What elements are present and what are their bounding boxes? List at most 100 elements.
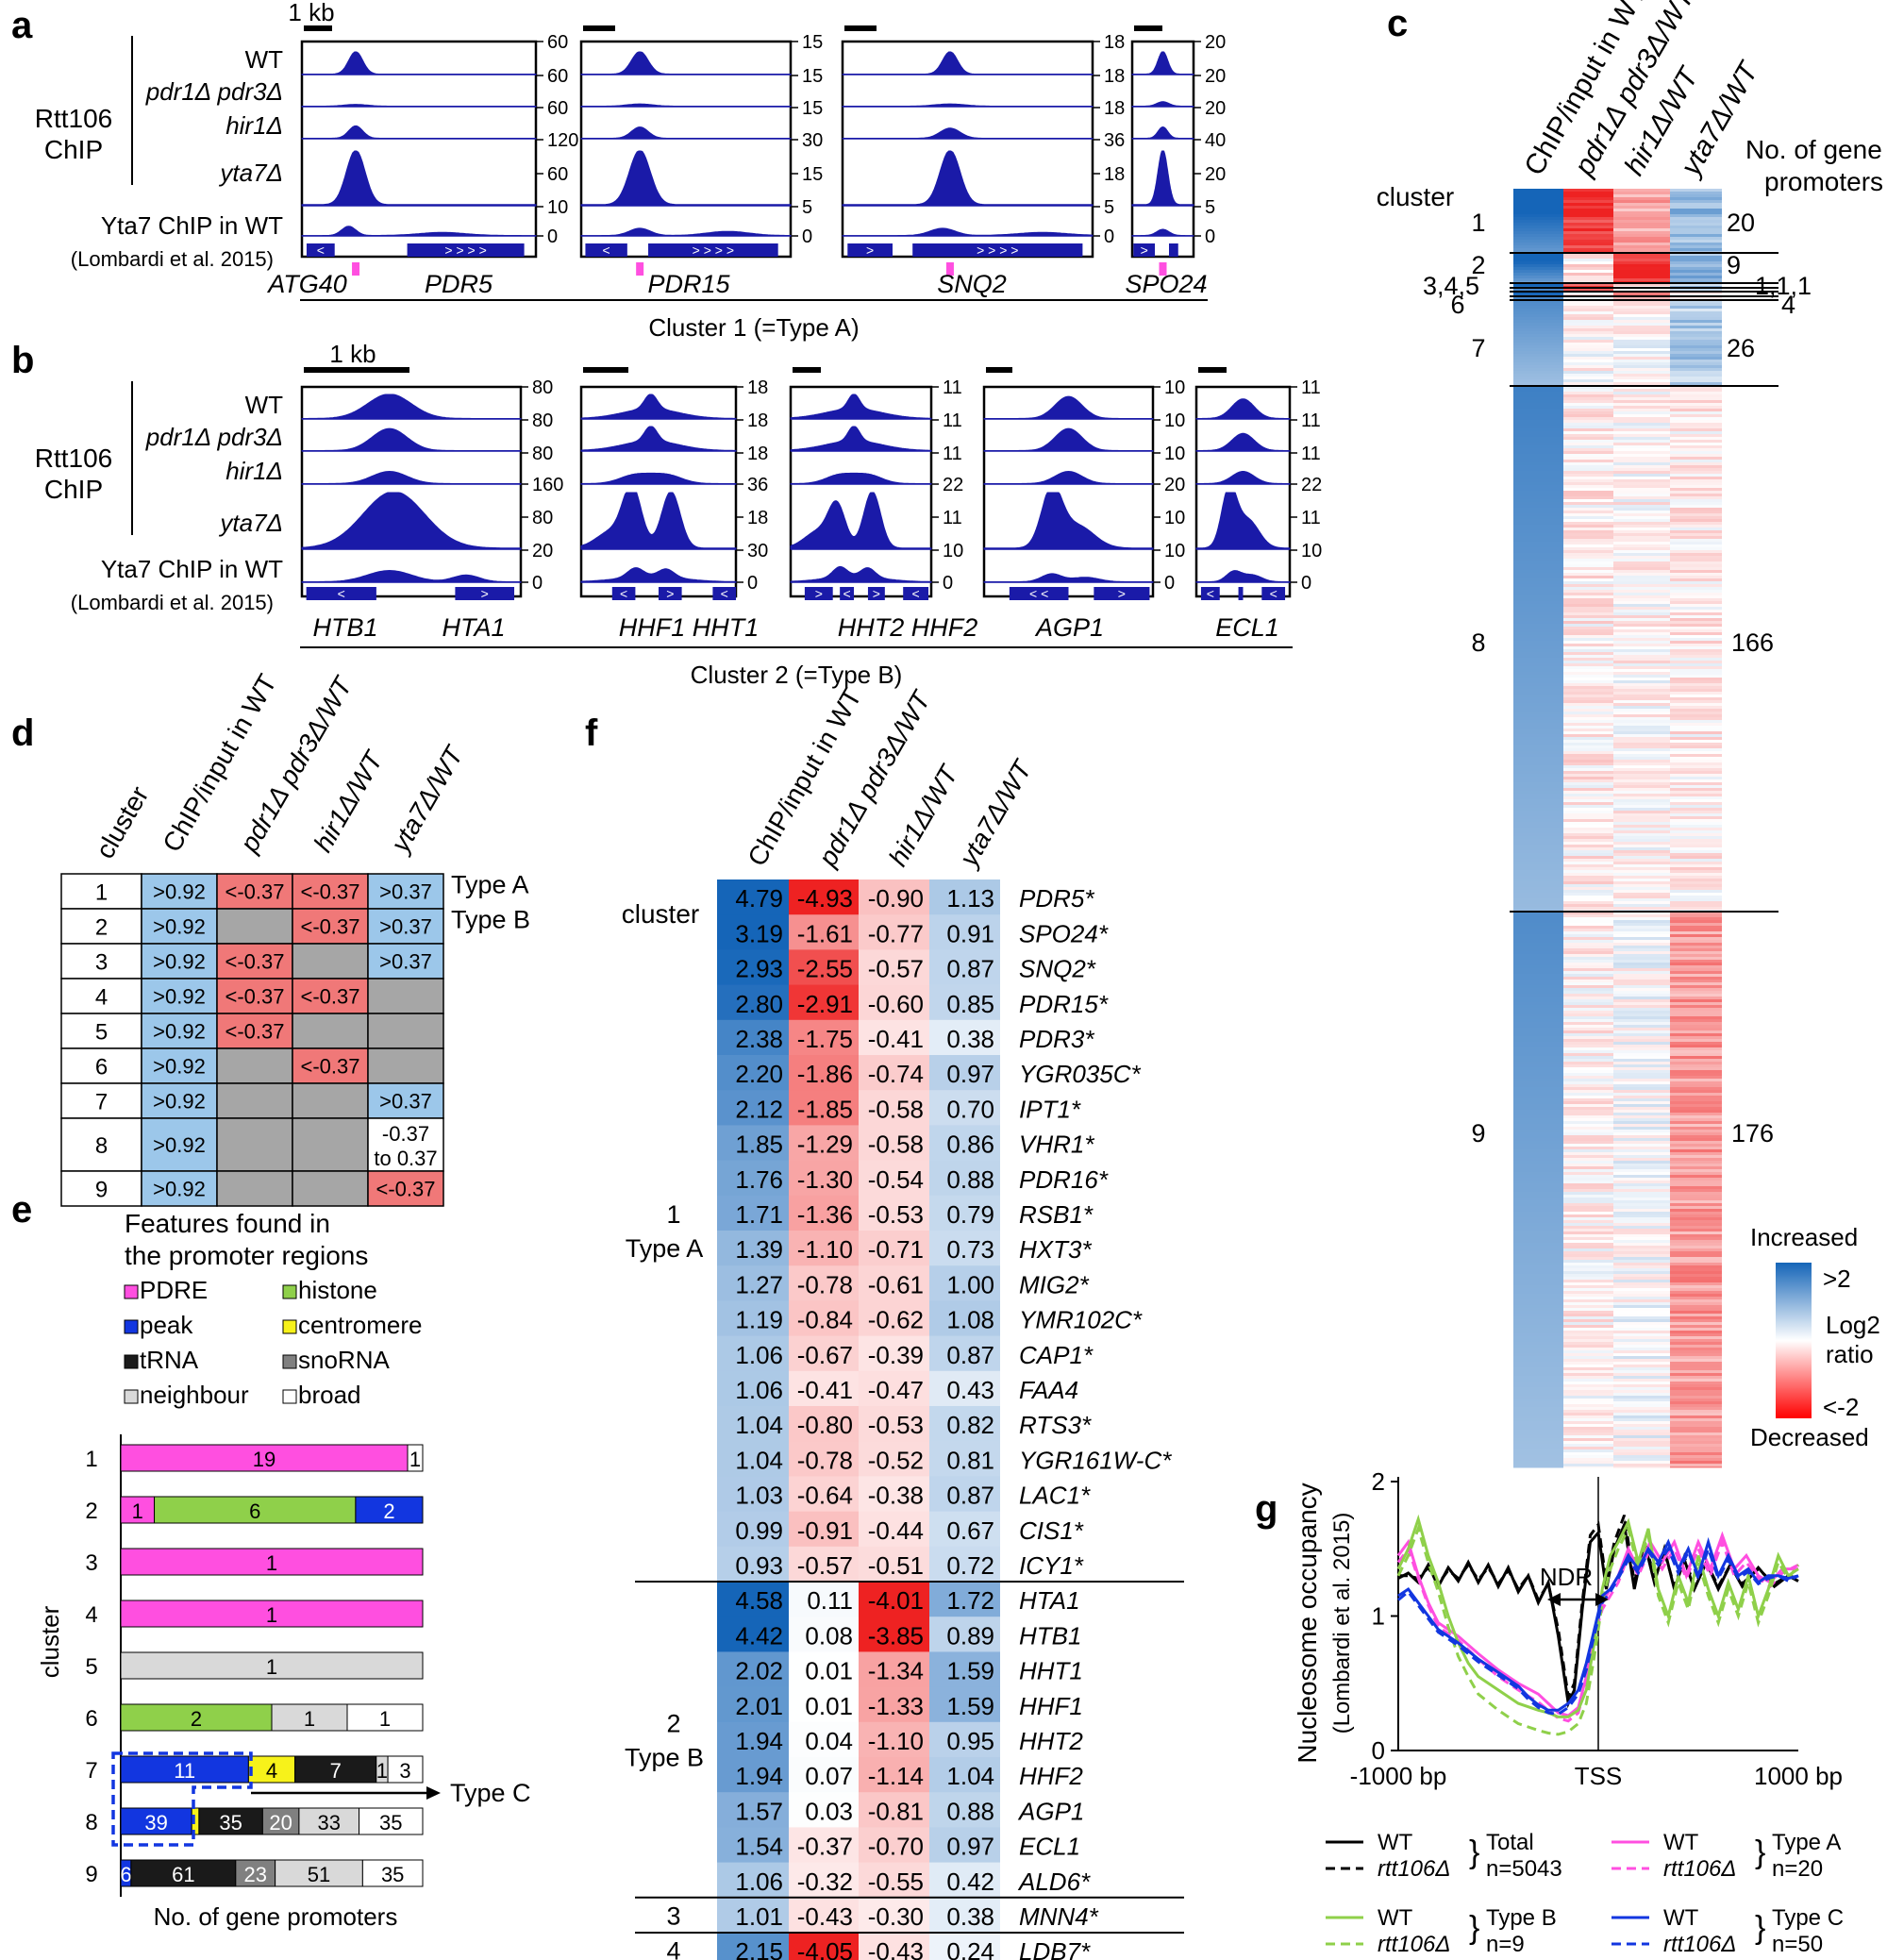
heatmap-cell [1613,1240,1670,1244]
rtt106-label: Rtt106 [35,104,113,133]
heatmap-cell [1513,1096,1563,1099]
heatmap-cell [1670,468,1722,472]
heatmap-cell [1513,248,1563,252]
heatmap-cell [1563,1325,1613,1329]
heatmap-cell [1563,802,1613,806]
cluster-number: 1 [1471,209,1485,237]
heatmap-cell [1563,351,1613,355]
heatmap-cell [1563,189,1613,193]
heatmap-cell [1613,695,1670,698]
heatmap-cell-value: 0.73 [946,1235,994,1264]
heatmap-cell [1513,1237,1563,1241]
heatmap-cell [1513,276,1563,279]
heatmap-cell [1513,1288,1563,1292]
heatmap-cell [1613,331,1670,335]
heatmap-cell [1613,678,1670,681]
heatmap-cell [1670,836,1722,840]
heatmap-cell [1613,468,1670,472]
legend-mut-label: rtt106Δ [1378,1932,1450,1957]
heatmap-cell [1513,1379,1563,1382]
heatmap-cell [1513,1461,1563,1465]
track-row-label: yta7Δ [218,159,283,187]
signal-track [842,150,1094,207]
heatmap-cell [1613,1231,1670,1235]
heatmap-cell [1670,278,1722,282]
heatmap-cell [1670,357,1722,360]
heatmap-cell [1513,946,1563,949]
heatmap-cell-value: -0.43 [797,1902,853,1931]
heatmap-cell [1613,1345,1670,1349]
heatmap-cell-value: 0.03 [805,1797,853,1825]
heatmap-cell [1613,999,1670,1003]
heatmap-cell [1613,689,1670,693]
heatmap-cell [1613,836,1670,840]
track-scale-label: 80 [532,508,553,528]
track-scale-label: 20 [1205,98,1226,119]
chip-label: ChIP [44,475,103,504]
heatmap-cell [1670,240,1722,243]
heatmap-cell [929,1757,1000,1793]
heatmap-cell [1513,542,1563,545]
type-c-label: Type C [450,1779,531,1807]
table-cell [367,1013,444,1049]
rtt106-label: Rtt106 [35,444,113,473]
heatmap-cell [1513,1025,1563,1029]
signal-track [580,426,737,452]
heatmap-cell-value: -0.84 [797,1306,853,1334]
heatmap-cell [1563,839,1613,843]
heatmap-cell [1670,559,1722,562]
heatmap-cell [1670,649,1722,653]
heatmap-cell [1563,477,1613,480]
heatmap-cell-value: 1.85 [735,1131,783,1159]
heatmap-cell [1613,1158,1670,1162]
heatmap-cell [1563,431,1613,435]
heatmap-gene-label: ICY1* [1019,1551,1084,1580]
heatmap-cell [1613,270,1670,274]
heatmap-cell [1563,850,1613,854]
bar-value-label: 3 [399,1759,410,1783]
heatmap-cell [1563,223,1613,226]
heatmap-cell [1513,1353,1563,1357]
heatmap-cell [929,1651,1000,1688]
heatmap-cell [1613,612,1670,616]
heatmap-cell [1613,1336,1670,1340]
heatmap-cell [1563,1096,1613,1099]
heatmap-cell [1670,474,1722,477]
heatmap-cell [1670,1198,1722,1201]
heatmap-cell [1513,1192,1563,1196]
heatmap-cell [1513,1404,1563,1408]
heatmap-cell [1670,550,1722,554]
heatmap-cell [1670,745,1722,749]
heatmap-cell [1563,881,1613,885]
heatmap-cell [1563,994,1613,997]
heatmap-cell [1513,553,1563,557]
heatmap-cell [1563,988,1613,992]
heatmap-cell [1670,564,1722,568]
heatmap-cell [1563,1121,1613,1125]
heatmap-cell [1670,912,1722,915]
heatmap-cell [1613,641,1670,645]
heatmap-cell [1613,505,1670,509]
legend-group-label: Type C [1772,1905,1844,1931]
heatmap-cell [1563,303,1613,307]
heatmap-cell [1513,1079,1563,1082]
heatmap-cell [859,1862,929,1899]
heatmap-cell-value: 2.02 [735,1657,783,1685]
heatmap-cell [1670,828,1722,831]
heatmap-cell [1563,331,1613,335]
heatmap-cell [929,1897,1000,1934]
heatmap-cell [1670,584,1722,588]
heatmap-cell [1513,1081,1563,1085]
heatmap-cell-value: -0.71 [868,1235,924,1264]
heatmap-cell [1670,864,1722,868]
heatmap-cell [1563,561,1613,565]
panel-b-label: b [11,340,34,381]
heatmap-cell-value: -4.93 [797,884,853,913]
heatmap-cell [1513,570,1563,574]
heatmap-cell [1613,723,1670,727]
heatmap-cell [1513,856,1563,860]
heatmap-cell [1670,632,1722,636]
heatmap-cell [1613,627,1670,630]
heatmap-cell [1613,663,1670,667]
heatmap-cell [1670,1248,1722,1252]
